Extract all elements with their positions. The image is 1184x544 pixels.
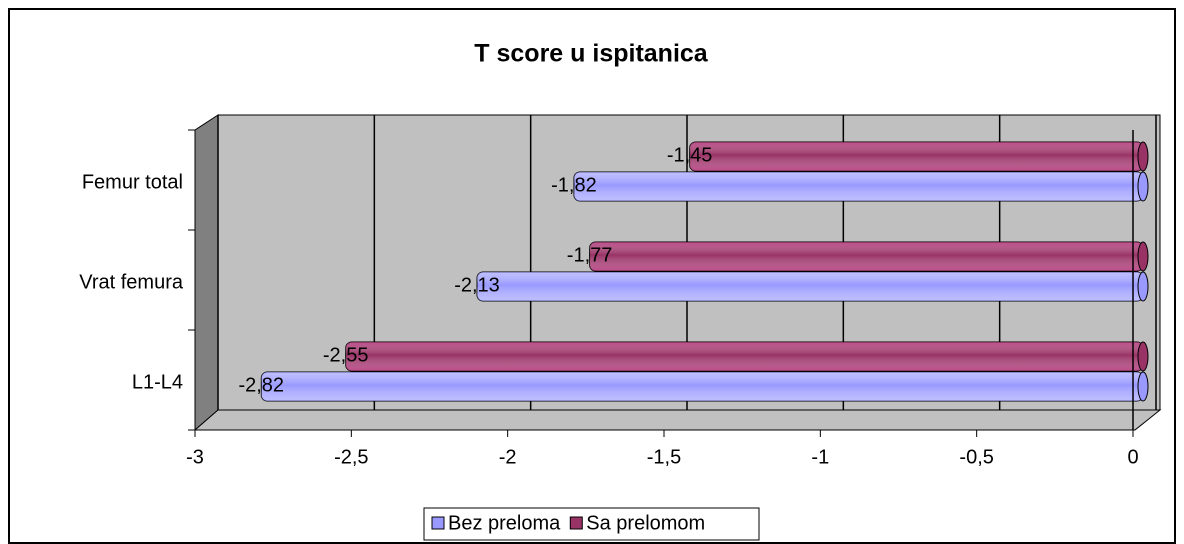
bar-cap — [1137, 371, 1149, 402]
x-tick-label: -2 — [499, 446, 517, 468]
legend-swatch — [431, 516, 445, 530]
x-tick-label: -1 — [811, 446, 829, 468]
value-label: -2,82 — [238, 374, 284, 396]
value-label: -1,82 — [551, 174, 597, 196]
bar-shade — [261, 372, 1143, 401]
x-tick-label: -1,5 — [647, 446, 681, 468]
value-label: -2,55 — [323, 344, 369, 366]
bar-cap — [1137, 241, 1149, 272]
x-tick-label: 0 — [1127, 446, 1138, 468]
floor — [193, 409, 1162, 431]
y-tick-label: Femur total — [82, 171, 183, 193]
legend-swatch — [569, 516, 583, 530]
legend — [423, 507, 760, 541]
y-tick-label: L1-L4 — [132, 371, 183, 393]
x-tick-label: -2,5 — [334, 446, 368, 468]
bar-cap — [1137, 271, 1149, 302]
y-tick-label: Vrat femura — [79, 271, 184, 293]
chart-title: T score u ispitanica — [474, 40, 709, 68]
value-label: -1,77 — [567, 244, 613, 266]
bar-shade — [589, 242, 1143, 271]
x-tick-label: -0,5 — [959, 446, 993, 468]
bar-cap — [1137, 341, 1149, 372]
bar-shade — [689, 142, 1143, 171]
legend-label: Sa prelomom — [586, 512, 705, 534]
legend-label: Bez preloma — [448, 512, 561, 534]
bar-cap — [1137, 171, 1149, 202]
bar-cap — [1137, 141, 1149, 172]
x-tick-label: -3 — [186, 446, 204, 468]
side-wall — [194, 114, 219, 432]
bar-shade — [477, 272, 1143, 301]
bar-shade — [345, 342, 1143, 371]
bar-shade — [573, 172, 1143, 201]
value-label: -1,45 — [667, 144, 713, 166]
value-label: -2,13 — [454, 274, 500, 296]
